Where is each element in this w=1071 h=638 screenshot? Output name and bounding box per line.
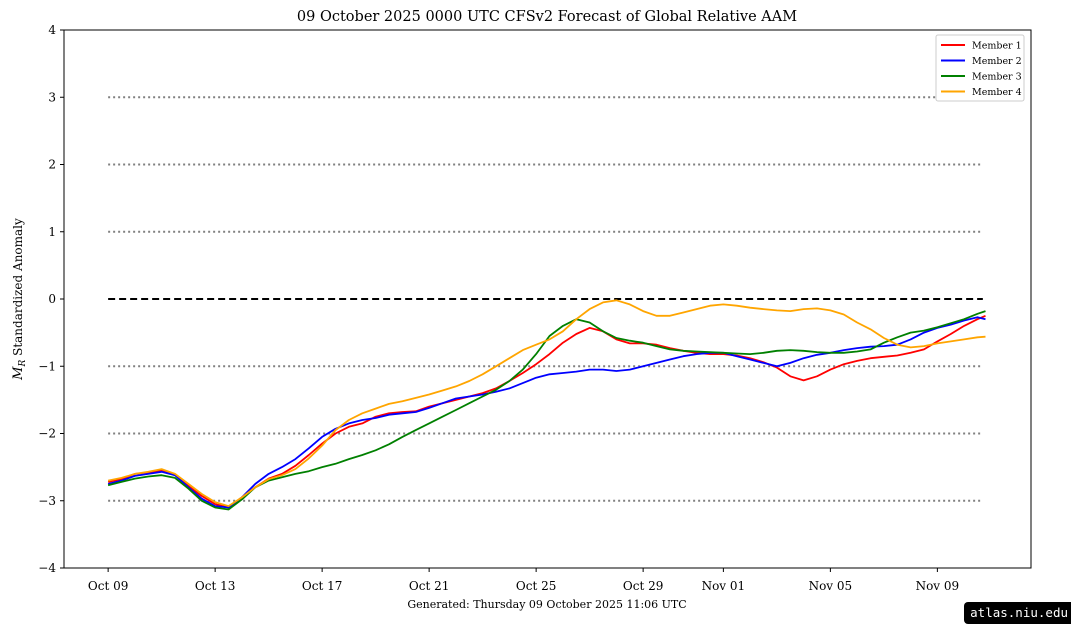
y-axis-label-subscript: R (18, 360, 28, 368)
x-tick-label: Oct 29 (623, 579, 663, 593)
reference-lines (108, 96, 983, 502)
y-tick-label: 2 (48, 158, 56, 172)
x-tick-label: Nov 01 (702, 579, 746, 593)
y-axis-label-text: Standardized Anomaly (11, 218, 25, 360)
legend-label-member-3: Member 3 (972, 72, 1022, 83)
x-tick-label: Nov 05 (809, 579, 853, 593)
x-tick-label: Nov 09 (916, 579, 960, 593)
x-axis: Oct 09 Oct 13 Oct 17 Oct 21 Oct 25 Oct 29 Nov … (88, 568, 959, 593)
chart-title: 09 October 2025 0000 UTC CFSv2 Forecast … (297, 9, 797, 25)
x-tick-label: Oct 17 (302, 579, 342, 593)
y-axis: −4 −3 −2 −1 0 1 2 3 4 (38, 23, 64, 575)
legend-label-member-1: Member 1 (972, 41, 1022, 52)
series-line-member-2 (107, 316, 986, 509)
y-tick-label: 3 (48, 90, 56, 104)
y-tick-label: −4 (38, 561, 56, 575)
x-tick-label: Oct 09 (88, 579, 128, 593)
series-lines (107, 299, 986, 511)
series-line-member-1 (107, 314, 986, 509)
legend: Member 1 Member 2 Member 3 Member 4 (935, 34, 1025, 102)
y-tick-label: −2 (38, 427, 56, 441)
credit-badge: atlas.niu.edu (964, 602, 1071, 624)
legend-label-member-2: Member 2 (972, 56, 1022, 67)
y-tick-label: −1 (38, 359, 56, 373)
legend-label-member-4: Member 4 (972, 87, 1022, 98)
y-axis-label-symbol: M (11, 366, 26, 381)
y-tick-label: 0 (48, 292, 56, 306)
x-tick-label: Oct 25 (516, 579, 556, 593)
y-axis-label: MR Standardized Anomaly (11, 218, 28, 381)
y-tick-label: 1 (48, 225, 56, 239)
series-line-member-4 (107, 299, 986, 508)
x-tick-label: Oct 13 (195, 579, 235, 593)
legend-box (935, 34, 1025, 102)
y-tick-label: −3 (38, 494, 56, 508)
x-tick-label: Oct 21 (409, 579, 449, 593)
y-tick-label: 4 (48, 23, 56, 37)
generated-timestamp: Generated: Thursday 09 October 2025 11:0… (407, 598, 686, 611)
